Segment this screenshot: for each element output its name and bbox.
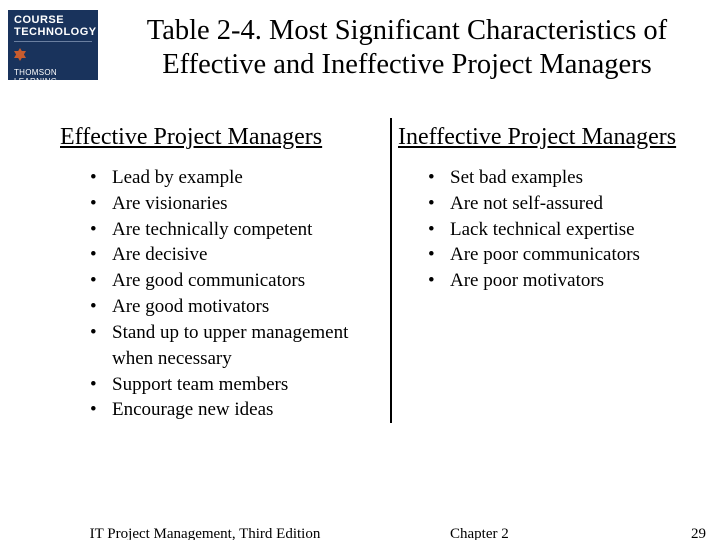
logo-divider	[14, 41, 92, 42]
list-item: Support team members	[90, 372, 390, 398]
list-item: Lack technical expertise	[428, 217, 700, 243]
list-item: Lead by example	[90, 165, 390, 191]
footer-chapter: Chapter 2	[410, 526, 670, 540]
list-item: Encourage new ideas	[90, 397, 390, 423]
logo-star-icon	[14, 48, 26, 60]
list-item: Stand up to upper management when necess…	[90, 320, 390, 372]
ineffective-column: Ineffective Project Managers Set bad exa…	[390, 118, 700, 423]
list-item: Are visionaries	[90, 191, 390, 217]
logo-vendor-label: THOMSON LEARNING	[14, 68, 92, 86]
list-item: Are good motivators	[90, 294, 390, 320]
list-item: Are technically competent	[90, 217, 390, 243]
ineffective-list: Set bad examplesAre not self-assuredLack…	[398, 165, 700, 294]
comparison-columns: Effective Project Managers Lead by examp…	[60, 118, 702, 423]
footer-page: 29	[691, 526, 706, 540]
logo-course-label: COURSE	[14, 14, 92, 26]
list-item: Are poor communicators	[428, 242, 700, 268]
list-item: Are decisive	[90, 242, 390, 268]
effective-column: Effective Project Managers Lead by examp…	[60, 118, 390, 423]
list-item: Are not self-assured	[428, 191, 700, 217]
slide: COURSE TECHNOLOGY THOMSON LEARNING Table…	[0, 0, 720, 540]
list-item: Are poor motivators	[428, 268, 700, 294]
effective-list: Lead by exampleAre visionariesAre techni…	[60, 165, 390, 423]
logo-tech-label: TECHNOLOGY	[14, 26, 92, 38]
list-item: Are good communicators	[90, 268, 390, 294]
publisher-logo: COURSE TECHNOLOGY THOMSON LEARNING	[8, 10, 98, 80]
footer-book: IT Project Management, Third Edition	[0, 526, 410, 540]
effective-header: Effective Project Managers	[60, 124, 390, 151]
ineffective-header: Ineffective Project Managers	[398, 124, 700, 151]
slide-title: Table 2-4. Most Significant Characterist…	[112, 14, 702, 81]
list-item: Set bad examples	[428, 165, 700, 191]
